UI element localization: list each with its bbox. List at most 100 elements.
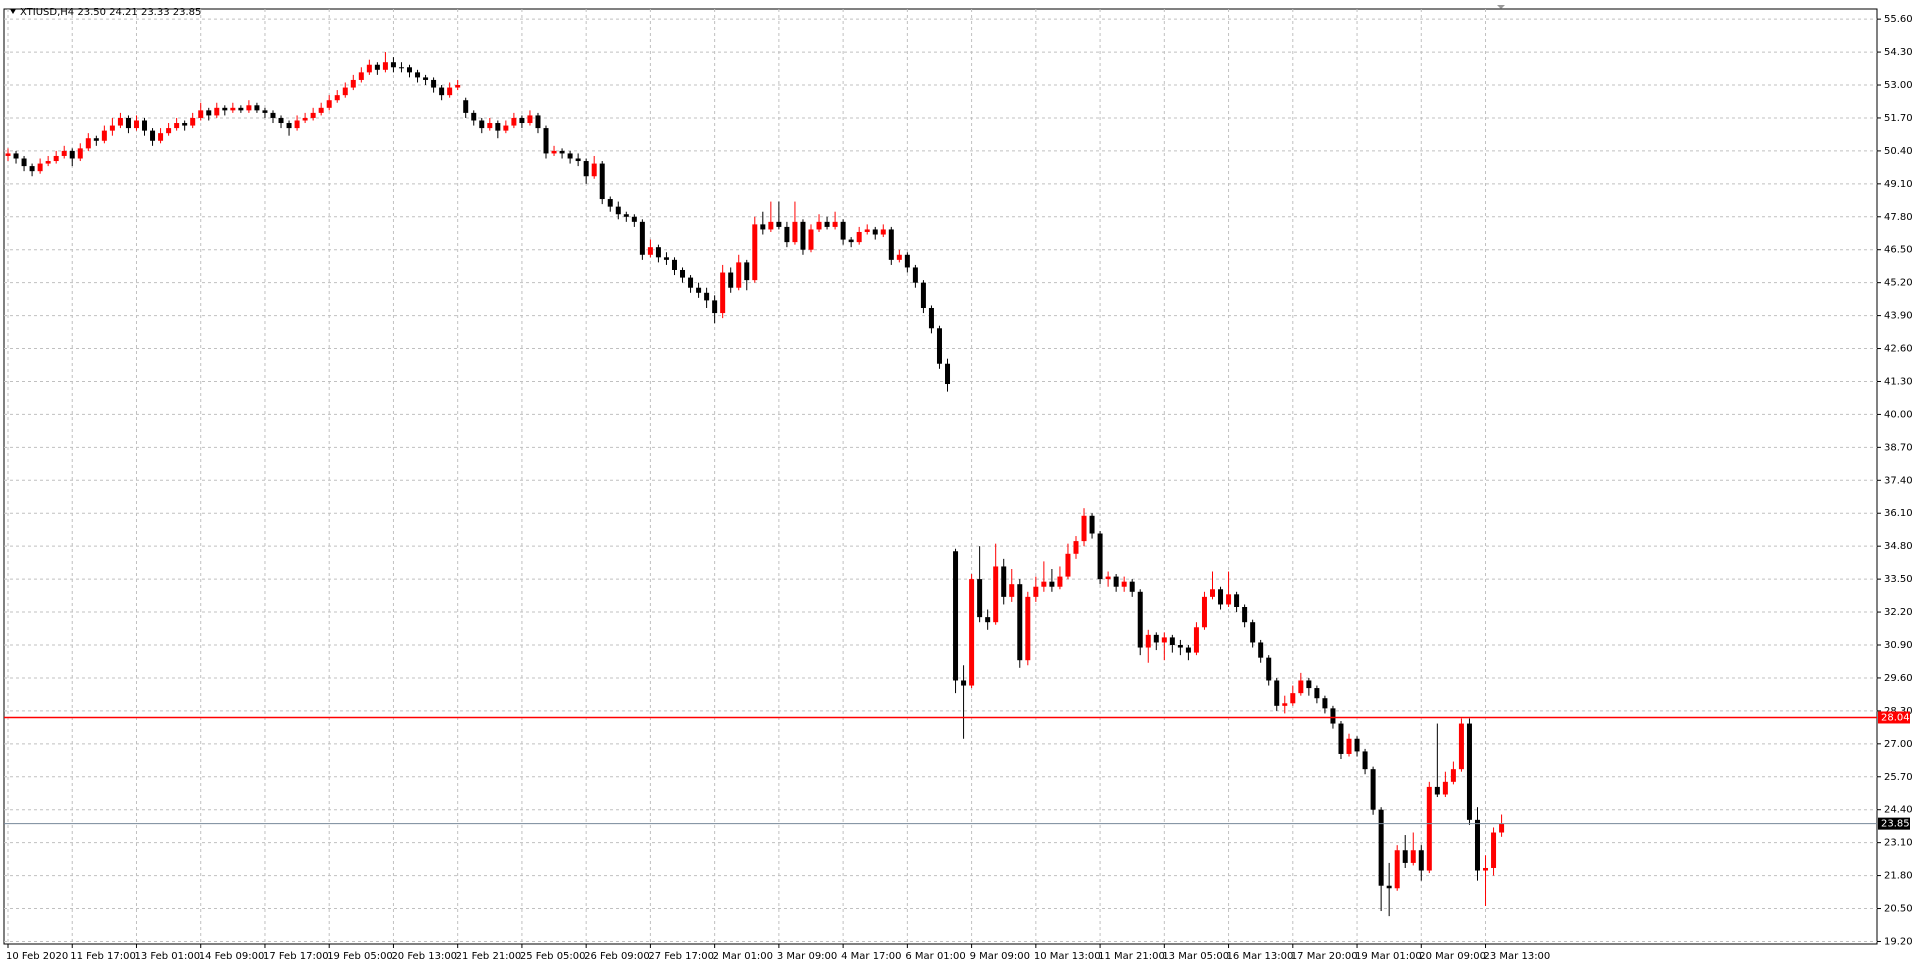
menu-arrow[interactable] bbox=[10, 9, 16, 14]
x-tick-label: 20 Feb 13:00 bbox=[391, 951, 457, 962]
candle-body bbox=[1346, 738, 1352, 754]
candle-body bbox=[896, 254, 902, 260]
candle-body bbox=[69, 150, 75, 159]
candle-body bbox=[302, 117, 308, 121]
x-tick-label: 20 Mar 09:00 bbox=[1419, 951, 1486, 962]
y-tick-label: 28.30 bbox=[1884, 706, 1913, 717]
candle-body bbox=[1426, 786, 1432, 871]
y-tick-label: 43.90 bbox=[1884, 311, 1913, 322]
candle-body bbox=[840, 221, 846, 240]
candle-body bbox=[832, 221, 838, 227]
candle-body bbox=[792, 221, 798, 243]
candle-body bbox=[463, 100, 469, 113]
chart-title: XTIUSD,H4 23.50 24.21 23.33 23.85 bbox=[20, 7, 201, 18]
x-tick-label: 10 Mar 13:00 bbox=[1034, 951, 1101, 962]
candles bbox=[5, 52, 1505, 917]
candle-body bbox=[696, 287, 702, 293]
y-tick-label: 49.10 bbox=[1884, 179, 1913, 190]
candle-body bbox=[61, 150, 67, 156]
candle-body bbox=[382, 62, 388, 70]
candle-body bbox=[53, 155, 59, 162]
x-tick-label: 23 Mar 13:00 bbox=[1484, 951, 1551, 962]
candle-body bbox=[1057, 576, 1063, 587]
candle-body bbox=[1330, 708, 1336, 724]
candle-body bbox=[270, 112, 276, 118]
y-tick-label: 42.60 bbox=[1884, 344, 1913, 355]
candle-body bbox=[551, 150, 557, 154]
candle-body bbox=[13, 153, 19, 159]
candle-body bbox=[1218, 589, 1224, 605]
candle-body bbox=[1386, 885, 1392, 889]
x-tick-label: 21 Feb 21:00 bbox=[456, 951, 522, 962]
y-tick-label: 25.70 bbox=[1884, 772, 1913, 783]
candle-body bbox=[1001, 566, 1007, 597]
x-tick-label: 3 Mar 09:00 bbox=[777, 951, 837, 962]
candle-body bbox=[1434, 786, 1440, 795]
candle-body bbox=[671, 259, 677, 270]
x-tick-label: 10 Feb 2020 bbox=[6, 951, 68, 962]
candle-body bbox=[29, 166, 35, 172]
candle-body bbox=[856, 231, 862, 243]
candle-body bbox=[519, 117, 525, 124]
y-tick-label: 24.40 bbox=[1884, 805, 1913, 816]
candle-body bbox=[294, 120, 300, 129]
x-tick-label: 11 Feb 17:00 bbox=[70, 951, 136, 962]
candle-body bbox=[1073, 541, 1079, 554]
candle-body bbox=[479, 120, 485, 129]
y-tick-label: 29.60 bbox=[1884, 673, 1913, 684]
candle-body bbox=[607, 199, 613, 207]
shift-marker[interactable] bbox=[1497, 5, 1505, 9]
candle-body bbox=[37, 163, 43, 172]
x-tick-label: 11 Mar 21:00 bbox=[1098, 951, 1165, 962]
candle-body bbox=[1362, 751, 1368, 770]
candle-body bbox=[85, 138, 91, 149]
candle-body bbox=[150, 130, 156, 141]
candle-body bbox=[1193, 627, 1199, 653]
candle-body bbox=[366, 64, 372, 73]
candle-body bbox=[1129, 581, 1135, 592]
y-tick-label: 40.00 bbox=[1884, 409, 1913, 420]
candle-body bbox=[109, 125, 115, 131]
y-tick-label: 41.30 bbox=[1884, 376, 1913, 387]
candle-body bbox=[888, 229, 894, 260]
candle-body bbox=[1113, 576, 1119, 587]
candle-body bbox=[1009, 584, 1015, 597]
y-tick-label: 45.20 bbox=[1884, 278, 1913, 289]
candle-body bbox=[133, 120, 139, 129]
candle-body bbox=[583, 161, 589, 177]
candle-body bbox=[977, 579, 983, 618]
y-tick-label: 34.80 bbox=[1884, 541, 1913, 552]
y-tick-label: 37.40 bbox=[1884, 475, 1913, 486]
candle-body bbox=[125, 117, 131, 129]
x-tick-label: 14 Feb 09:00 bbox=[199, 951, 265, 962]
level-label-bg bbox=[1878, 711, 1910, 724]
candle-body bbox=[1418, 850, 1424, 871]
x-tick-label: 17 Feb 17:00 bbox=[263, 951, 329, 962]
y-tick-label: 53.00 bbox=[1884, 80, 1913, 91]
candle-body bbox=[1065, 553, 1071, 577]
candle-body bbox=[1121, 581, 1127, 587]
candle-body bbox=[238, 107, 244, 111]
candle-body bbox=[1491, 832, 1497, 868]
candle-body bbox=[1041, 581, 1047, 587]
y-tick-label: 55.60 bbox=[1884, 14, 1913, 25]
candle-body bbox=[559, 150, 565, 154]
candle-body bbox=[1466, 723, 1472, 820]
candle-body bbox=[415, 72, 421, 78]
candle-body bbox=[5, 153, 11, 156]
candle-body bbox=[1017, 584, 1023, 661]
candle-body bbox=[655, 247, 661, 258]
candle-body bbox=[816, 221, 822, 230]
candle-body bbox=[527, 115, 533, 124]
candle-body bbox=[1370, 769, 1376, 810]
candle-body bbox=[390, 62, 396, 68]
y-tick-label: 32.20 bbox=[1884, 607, 1913, 618]
candle-body bbox=[1322, 698, 1328, 709]
candle-body bbox=[495, 123, 501, 131]
x-tick-label: 13 Mar 05:00 bbox=[1162, 951, 1229, 962]
candle-body bbox=[93, 138, 99, 141]
candle-body bbox=[439, 87, 445, 96]
candle-body bbox=[591, 163, 597, 177]
candle-body bbox=[912, 267, 918, 283]
